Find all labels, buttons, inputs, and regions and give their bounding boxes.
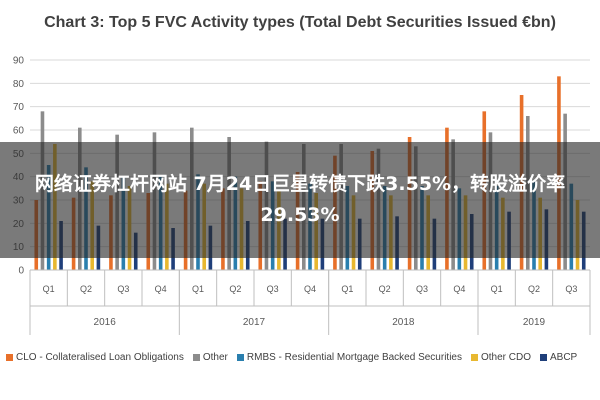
x-tick-label: Q4 bbox=[304, 284, 316, 294]
legend-item: RMBS - Residential Mortgage Backed Secur… bbox=[236, 352, 462, 363]
legend-swatch bbox=[540, 354, 547, 361]
x-tick-label: Q3 bbox=[565, 284, 577, 294]
x-tick-label: Q2 bbox=[80, 284, 92, 294]
y-tick-label: 0 bbox=[18, 266, 24, 277]
legend-label: RMBS - Residential Mortgage Backed Secur… bbox=[246, 352, 462, 363]
x-tick-label: Q2 bbox=[229, 284, 241, 294]
headline-overlay: 网络证券杠杆网站 7月24日巨星转债下跌3.55%，转股溢价率29.53% bbox=[0, 142, 600, 258]
legend-label: Other CDO bbox=[480, 352, 531, 363]
legend-item: Other bbox=[192, 352, 228, 363]
legend-label: CLO - Collateralised Loan Obligations bbox=[16, 352, 184, 363]
x-tick-label: Q2 bbox=[528, 284, 540, 294]
group-label: 2016 bbox=[94, 317, 117, 328]
legend-swatch bbox=[470, 354, 478, 361]
x-tick-label: Q3 bbox=[117, 284, 129, 294]
x-tick-label: Q1 bbox=[43, 284, 55, 294]
x-tick-label: Q3 bbox=[416, 284, 428, 294]
group-label: 2019 bbox=[523, 317, 546, 328]
legend-swatch bbox=[192, 354, 200, 361]
chart-legend: CLO - Collateralised Loan Obligations Oth… bbox=[6, 352, 598, 363]
group-label: 2018 bbox=[392, 317, 415, 328]
legend-label: Other bbox=[202, 352, 228, 363]
legend-swatch bbox=[236, 354, 244, 361]
x-tick-label: Q1 bbox=[192, 284, 204, 294]
y-tick-label: 90 bbox=[13, 56, 25, 67]
legend-label: ABCP bbox=[550, 352, 578, 363]
x-tick-label: Q1 bbox=[491, 284, 503, 294]
x-tick-label: Q3 bbox=[267, 284, 279, 294]
y-tick-label: 60 bbox=[13, 126, 25, 137]
group-label: 2017 bbox=[243, 317, 266, 328]
y-tick-label: 80 bbox=[13, 79, 25, 90]
legend-swatch bbox=[6, 354, 13, 361]
chart-title: Chart 3: Top 5 FVC Activity types (Total… bbox=[44, 14, 556, 31]
x-tick-label: Q4 bbox=[155, 284, 167, 294]
legend-item: Other CDO bbox=[470, 352, 531, 363]
legend-item: CLO - Collateralised Loan Obligations bbox=[6, 352, 184, 363]
x-tick-label: Q2 bbox=[379, 284, 391, 294]
x-tick-label: Q4 bbox=[453, 284, 465, 294]
legend-item: ABCP bbox=[540, 352, 577, 363]
x-tick-label: Q1 bbox=[341, 284, 353, 294]
headline-text: 网络证券杠杆网站 7月24日巨星转债下跌3.55%，转股溢价率29.53% bbox=[34, 173, 566, 226]
y-tick-label: 70 bbox=[13, 102, 25, 113]
